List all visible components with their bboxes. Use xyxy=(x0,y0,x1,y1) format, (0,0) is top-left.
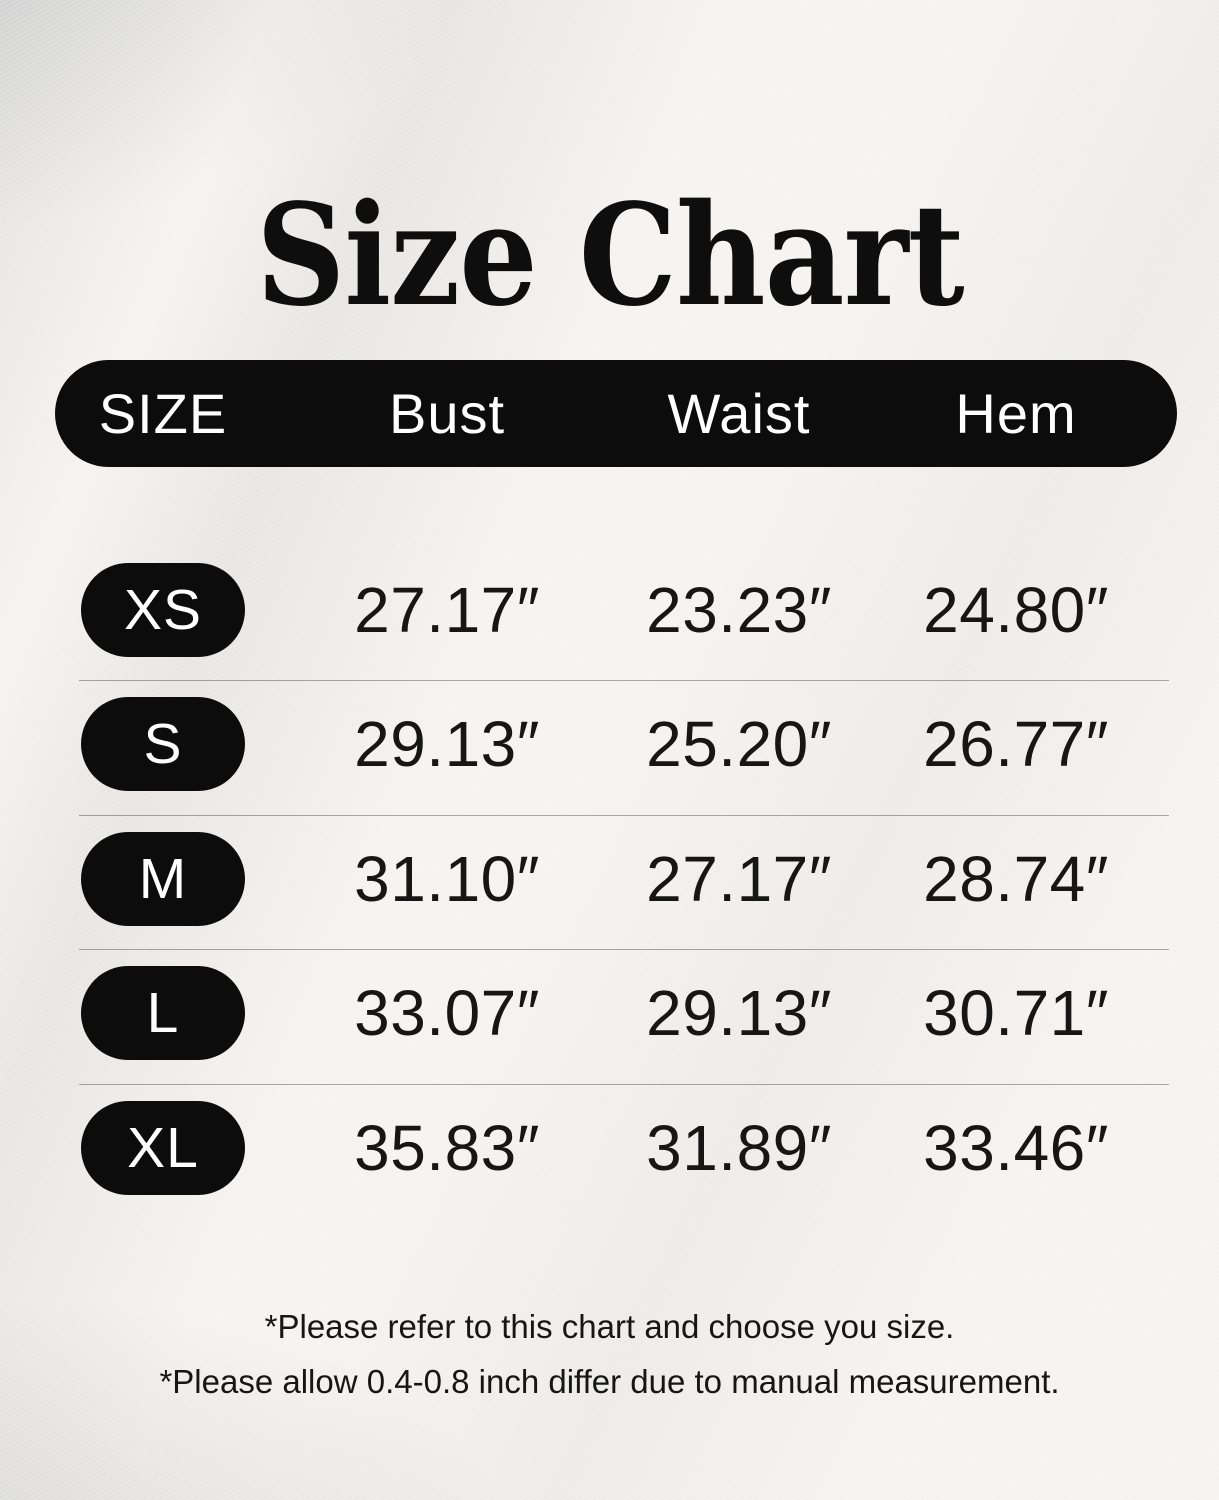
column-header-waist: Waist xyxy=(667,382,811,445)
size-badge-cell: S xyxy=(55,697,271,791)
column-header-bust: Bust xyxy=(388,382,506,445)
footnote-measurement-tolerance: *Please allow 0.4-0.8 inch differ due to… xyxy=(159,1363,1060,1400)
table-row-xs: XS 27.17″ 23.23″ 24.80″ xyxy=(55,563,1177,657)
size-badge-l: L xyxy=(81,966,245,1060)
waist-value: 23.23″ xyxy=(646,574,832,646)
bust-value: 35.83″ xyxy=(354,1112,540,1184)
page-title: Size Chart xyxy=(0,186,1219,326)
size-badge-cell: M xyxy=(55,832,271,926)
size-badge-m: M xyxy=(81,832,245,926)
table-row-xl: XL 35.83″ 31.89″ 33.46″ xyxy=(55,1101,1177,1195)
size-badge-xl: XL xyxy=(81,1101,245,1195)
waist-value: 29.13″ xyxy=(646,977,832,1049)
hem-value: 24.80″ xyxy=(923,574,1109,646)
size-badge-cell: L xyxy=(55,966,271,1060)
row-divider xyxy=(79,680,1169,681)
waist-value: 27.17″ xyxy=(646,843,832,915)
row-divider xyxy=(79,949,1169,950)
bust-value: 29.13″ xyxy=(354,708,540,780)
waist-value: 25.20″ xyxy=(646,708,832,780)
size-badge-xs: XS xyxy=(81,563,245,657)
bust-value: 27.17″ xyxy=(354,574,540,646)
hem-value: 30.71″ xyxy=(923,977,1109,1049)
size-badge-cell: XL xyxy=(55,1101,271,1195)
column-header-hem: Hem xyxy=(955,382,1077,445)
table-row-l: L 33.07″ 29.13″ 30.71″ xyxy=(55,966,1177,1060)
bust-value: 33.07″ xyxy=(354,977,540,1049)
hem-value: 33.46″ xyxy=(923,1112,1109,1184)
table-row-s: S 29.13″ 25.20″ 26.77″ xyxy=(55,697,1177,791)
size-badge-s: S xyxy=(81,697,245,791)
table-header-bar: SIZE Bust Waist Hem xyxy=(55,360,1177,467)
hem-value: 26.77″ xyxy=(923,708,1109,780)
page-title-text: Size Chart xyxy=(255,173,964,338)
bust-value: 31.10″ xyxy=(354,843,540,915)
row-divider xyxy=(79,815,1169,816)
waist-value: 31.89″ xyxy=(646,1112,832,1184)
footnote-choose-size: *Please refer to this chart and choose y… xyxy=(264,1308,955,1345)
size-badge-cell: XS xyxy=(55,563,271,657)
footnotes: *Please refer to this chart and choose y… xyxy=(0,1310,1219,1398)
hem-value: 28.74″ xyxy=(923,843,1109,915)
column-header-size: SIZE xyxy=(98,382,228,445)
row-divider xyxy=(79,1084,1169,1085)
table-row-m: M 31.10″ 27.17″ 28.74″ xyxy=(55,832,1177,926)
